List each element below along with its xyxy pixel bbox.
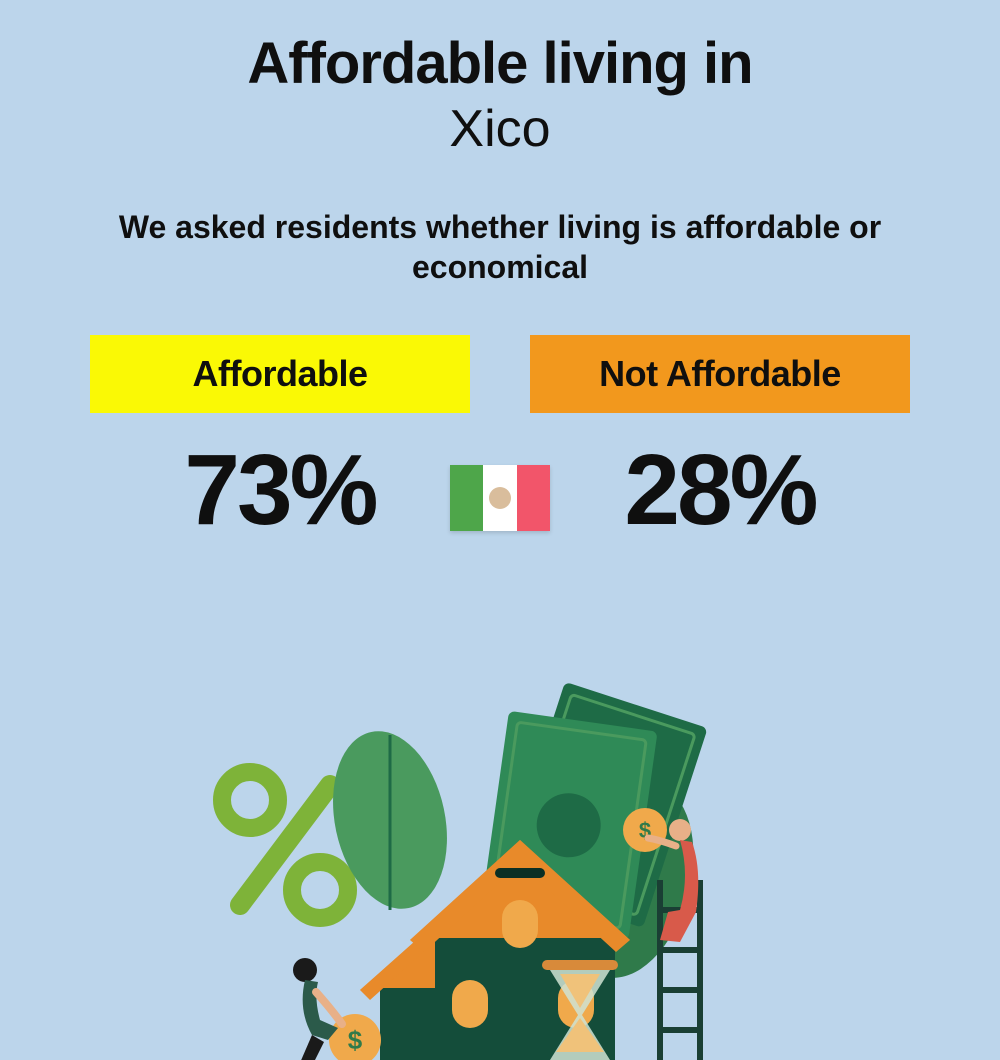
flag-emblem-icon bbox=[489, 487, 511, 509]
subtitle: We asked residents whether living is aff… bbox=[0, 207, 1000, 287]
stat-affordable-label: Affordable bbox=[90, 335, 470, 413]
title-line1: Affordable living in bbox=[0, 30, 1000, 97]
infographic-container: Affordable living in Xico We asked resid… bbox=[0, 0, 1000, 1000]
flag-stripe-white bbox=[483, 465, 516, 531]
affordable-living-illustration: $ $ bbox=[190, 680, 810, 1060]
flag-stripe-red bbox=[517, 465, 550, 531]
percent-icon bbox=[222, 772, 348, 918]
stat-affordable-value: 73% bbox=[90, 433, 470, 548]
stat-not-affordable-value: 28% bbox=[530, 433, 910, 548]
person-left-icon: $ bbox=[293, 958, 381, 1060]
svg-text:$: $ bbox=[348, 1025, 363, 1055]
stat-affordable: Affordable 73% bbox=[90, 335, 470, 548]
stat-not-affordable: Not Affordable 28% bbox=[530, 335, 910, 548]
stat-not-affordable-label: Not Affordable bbox=[530, 335, 910, 413]
title-city: Xico bbox=[0, 99, 1000, 159]
stats-row: Affordable 73% Not Affordable 28% bbox=[0, 335, 1000, 548]
flag-stripe-green bbox=[450, 465, 483, 531]
mexico-flag-icon bbox=[450, 465, 550, 531]
